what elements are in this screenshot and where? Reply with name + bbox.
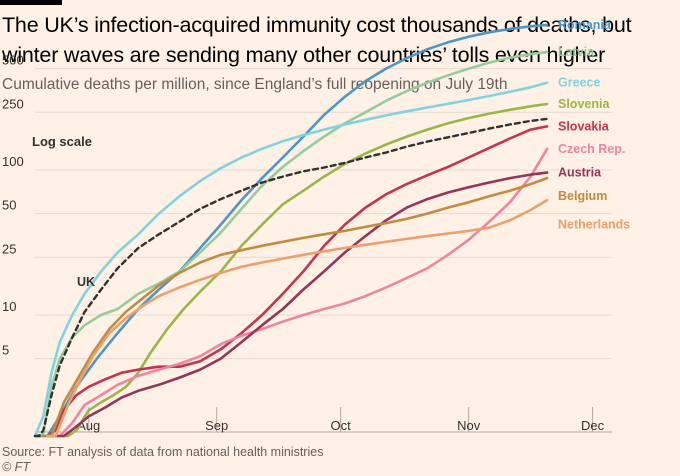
chart-title: The UK’s infection-acquired immunity cos… [2, 13, 632, 67]
series-label-austria: Austria [558, 166, 602, 180]
y-tick-label: 25 [2, 241, 16, 256]
y-tick-label: 10 [2, 299, 16, 314]
series-line-uk [33, 117, 549, 438]
ft-accent-bar [0, 0, 62, 5]
x-tick-label: Oct [331, 418, 352, 433]
series-line-austria [50, 171, 549, 438]
source-note: Source: FT analysis of data from nationa… [2, 445, 324, 459]
series-label-czech-rep: Czech Rep. [558, 142, 625, 156]
x-tick-label: Sep [205, 418, 228, 433]
series-label-romania: Romania [558, 18, 612, 32]
x-tick-label: Dec [581, 418, 605, 433]
series-line-latvia [33, 50, 549, 438]
series-label-greece: Greece [558, 76, 600, 90]
y-tick-label: 50 [2, 198, 16, 213]
series-line-slovenia [58, 102, 549, 438]
series-label-belgium: Belgium [558, 189, 607, 203]
series-label-slovakia: Slovakia [558, 119, 610, 133]
series-line-greece [33, 81, 549, 438]
y-tick-label: 5 [2, 343, 9, 358]
series-label-netherlands: Netherlands [558, 218, 630, 232]
series-line-slovakia [46, 125, 549, 438]
copyright: © FT [2, 460, 30, 474]
y-tick-label: 500 [2, 53, 24, 68]
series-label-uk: UK [77, 275, 95, 289]
series-label-slovenia: Slovenia [558, 97, 610, 111]
y-tick-label: 100 [2, 154, 24, 169]
series-line-czech-rep [46, 147, 549, 438]
series-line-belgium [42, 176, 549, 438]
series-line-romania [33, 23, 549, 438]
scale-label: Log scale [32, 134, 92, 149]
series-line-netherlands [46, 198, 549, 438]
x-tick-label: Nov [457, 418, 481, 433]
y-tick-label: 250 [2, 96, 24, 111]
chart-subtitle: Cumulative deaths per million, since Eng… [2, 76, 508, 93]
series-label-latvia: Latvia [558, 45, 595, 59]
